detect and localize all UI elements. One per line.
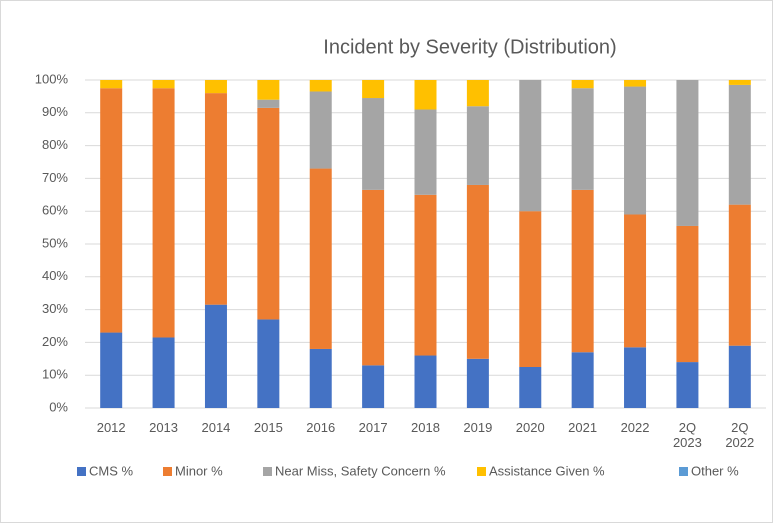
legend-label: Assistance Given % <box>489 463 605 478</box>
bar-segment <box>676 225 699 363</box>
x-tick-label: 2012 <box>96 420 126 435</box>
bar-segment <box>519 211 542 367</box>
bar-segment <box>362 189 385 366</box>
legend-swatch <box>77 467 86 476</box>
y-tick-label: 20% <box>42 334 68 349</box>
bar-segment <box>728 204 751 346</box>
bar-segment <box>362 80 385 99</box>
bar-segment <box>466 106 489 185</box>
bar-segment <box>728 84 751 205</box>
x-tick-label: 2017 <box>358 420 388 435</box>
bar-segment <box>728 345 751 408</box>
x-tick-label: 2Q 2023 <box>672 420 702 450</box>
x-tick-label: 2013 <box>149 420 179 435</box>
bar-segment <box>309 80 332 92</box>
y-tick-label: 40% <box>42 268 68 283</box>
bar-segment <box>624 347 647 408</box>
bar-segment <box>519 367 542 408</box>
bar-segment <box>624 214 647 348</box>
legend-label: Other % <box>691 463 739 478</box>
bar-segment <box>571 189 594 353</box>
x-tick-label: 2014 <box>201 420 231 435</box>
x-tick-label: 2015 <box>253 420 283 435</box>
bar-segment <box>257 99 280 108</box>
bar-segment <box>571 352 594 408</box>
bar-segment <box>204 80 227 94</box>
y-tick-label: 50% <box>42 235 68 250</box>
bar-segment <box>676 80 699 226</box>
bar-segment <box>152 337 175 408</box>
bar-segment <box>466 358 489 408</box>
bar-segment <box>152 80 175 89</box>
bar-segment <box>204 304 227 408</box>
x-tick-label: 2022 <box>620 420 650 435</box>
bar-segment <box>624 86 647 215</box>
x-tick-label: 2018 <box>411 420 440 435</box>
bar-segment <box>414 194 437 356</box>
bar-segment <box>100 88 123 333</box>
legend-label: CMS % <box>89 463 134 478</box>
x-tick-label: 2020 <box>515 420 545 435</box>
y-tick-label: 90% <box>42 104 68 119</box>
bar-segment <box>519 80 542 212</box>
bar-segment <box>309 91 332 169</box>
x-tick-label: 2016 <box>306 420 336 435</box>
bar-segment <box>414 109 437 195</box>
bar-segment <box>309 348 332 408</box>
bar-segment <box>204 93 227 305</box>
bar-segment <box>257 107 280 320</box>
y-tick-label: 80% <box>42 137 68 152</box>
y-tick-label: 100% <box>35 71 69 86</box>
bar-segment <box>100 80 123 89</box>
legend-label: Near Miss, Safety Concern % <box>275 463 446 478</box>
x-tick-label: 2019 <box>463 420 493 435</box>
legend-swatch <box>163 467 172 476</box>
x-tick-label: 2021 <box>568 420 598 435</box>
bar-segment <box>414 80 437 110</box>
y-tick-label: 0% <box>49 399 68 414</box>
legend-swatch <box>679 467 688 476</box>
bar-segment <box>571 88 594 190</box>
legend-swatch <box>477 467 486 476</box>
legend-label: Minor % <box>175 463 223 478</box>
bar-segment <box>152 88 175 338</box>
bar-segment <box>362 98 385 190</box>
bar-segment <box>676 362 699 408</box>
bar-segment <box>362 365 385 408</box>
bar-segment <box>466 80 489 107</box>
bar-segment <box>309 168 332 349</box>
legend-swatch <box>263 467 272 476</box>
bar-segment <box>414 355 437 408</box>
bar-segment <box>571 80 594 89</box>
chart-title: Incident by Severity (Distribution) <box>323 36 616 58</box>
y-tick-label: 60% <box>42 203 68 218</box>
bar-segment <box>257 80 280 100</box>
bar-segment <box>624 80 647 87</box>
bar-segment <box>466 184 489 359</box>
bar-segment <box>257 319 280 408</box>
bar-segment <box>100 332 123 408</box>
y-tick-label: 10% <box>42 367 68 382</box>
x-tick-label: 2Q 2022 <box>725 420 755 450</box>
bar-segment <box>728 80 751 85</box>
y-tick-label: 70% <box>42 170 68 185</box>
y-tick-label: 30% <box>42 301 68 316</box>
